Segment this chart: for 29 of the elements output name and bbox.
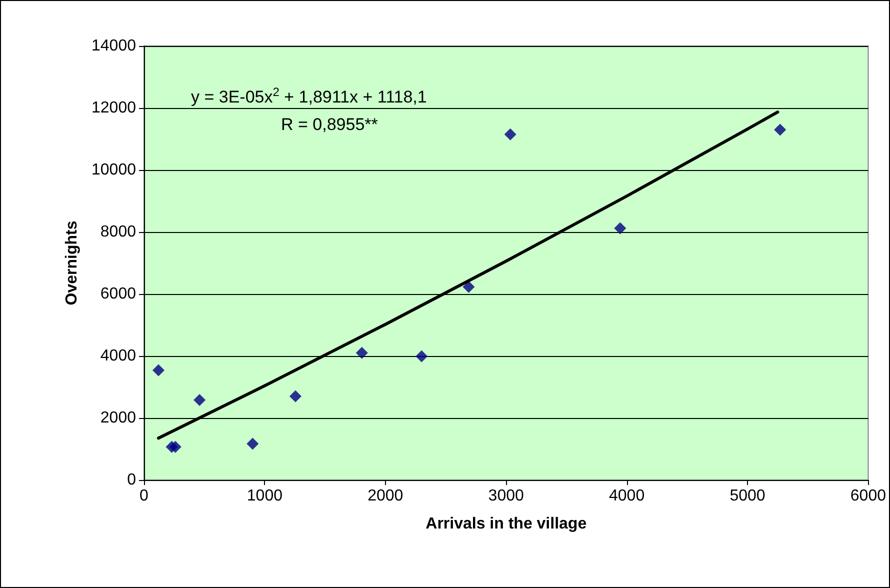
x-tick-label: 3000 <box>488 488 524 504</box>
x-tick-label: 2000 <box>368 488 404 504</box>
point <box>356 346 368 359</box>
point <box>462 280 475 293</box>
y-tick-label: 10000 <box>92 162 136 178</box>
point <box>169 440 182 453</box>
y-tick-label: 6000 <box>100 286 136 302</box>
x-axis-title: Arrivals in the village <box>426 516 587 532</box>
point <box>289 390 302 402</box>
point <box>614 222 626 234</box>
y-tick-label: 14000 <box>92 38 136 54</box>
point <box>416 350 428 362</box>
y-axis-title: Overnights <box>64 220 80 306</box>
y-tick-label: 8000 <box>100 224 136 240</box>
point <box>246 438 259 450</box>
y-tick-label: 12000 <box>92 100 136 116</box>
x-tick-label: 0 <box>140 488 149 504</box>
y-tick-label: 4000 <box>100 348 136 364</box>
point <box>774 124 786 136</box>
point <box>504 128 516 140</box>
annotation: R = 0,8955** <box>281 115 378 134</box>
y-tick-label: 2000 <box>100 410 136 426</box>
point <box>152 364 164 376</box>
x-tick-label: 5000 <box>730 488 766 504</box>
x-tick-label: 4000 <box>609 488 645 504</box>
y-tick-label: 0 <box>127 472 136 488</box>
point <box>194 394 206 406</box>
x-tick-label: 1000 <box>246 488 283 504</box>
x-tick-label: 6000 <box>850 488 886 504</box>
